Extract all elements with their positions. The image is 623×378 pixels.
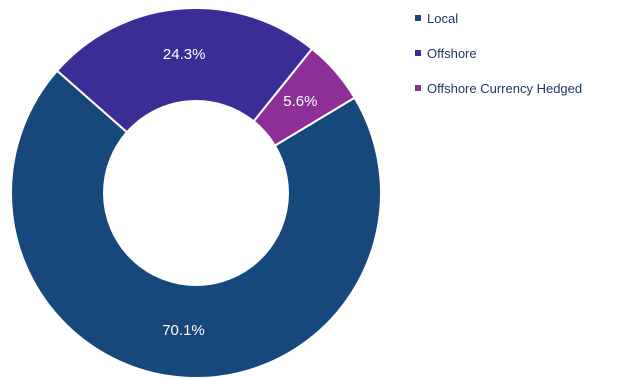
legend-item-offshore-currency-hedged: Offshore Currency Hedged — [415, 79, 582, 97]
legend-swatch-offshore — [415, 50, 421, 56]
legend-label-local: Local — [427, 10, 459, 26]
legend-swatch-local — [415, 15, 421, 21]
legend-label-offshore: Offshore — [427, 45, 477, 61]
slice-label-local: 70.1% — [162, 322, 205, 339]
legend-item-local: Local — [415, 9, 582, 27]
legend-item-offshore: Offshore — [415, 44, 582, 62]
legend-label-offshore-currency-hedged: Offshore Currency Hedged — [427, 80, 583, 96]
slice-offshore — [55, 7, 314, 134]
slice-local — [10, 69, 382, 378]
slice-offshore-currency-hedged — [252, 47, 356, 147]
slice-label-offshore-currency-hedged: 5.6% — [283, 93, 317, 110]
legend-swatch-offshore-currency-hedged — [415, 85, 421, 91]
chart-legend: Local Offshore Offshore Currency Hedged — [415, 9, 582, 114]
slice-label-offshore: 24.3% — [163, 46, 206, 63]
